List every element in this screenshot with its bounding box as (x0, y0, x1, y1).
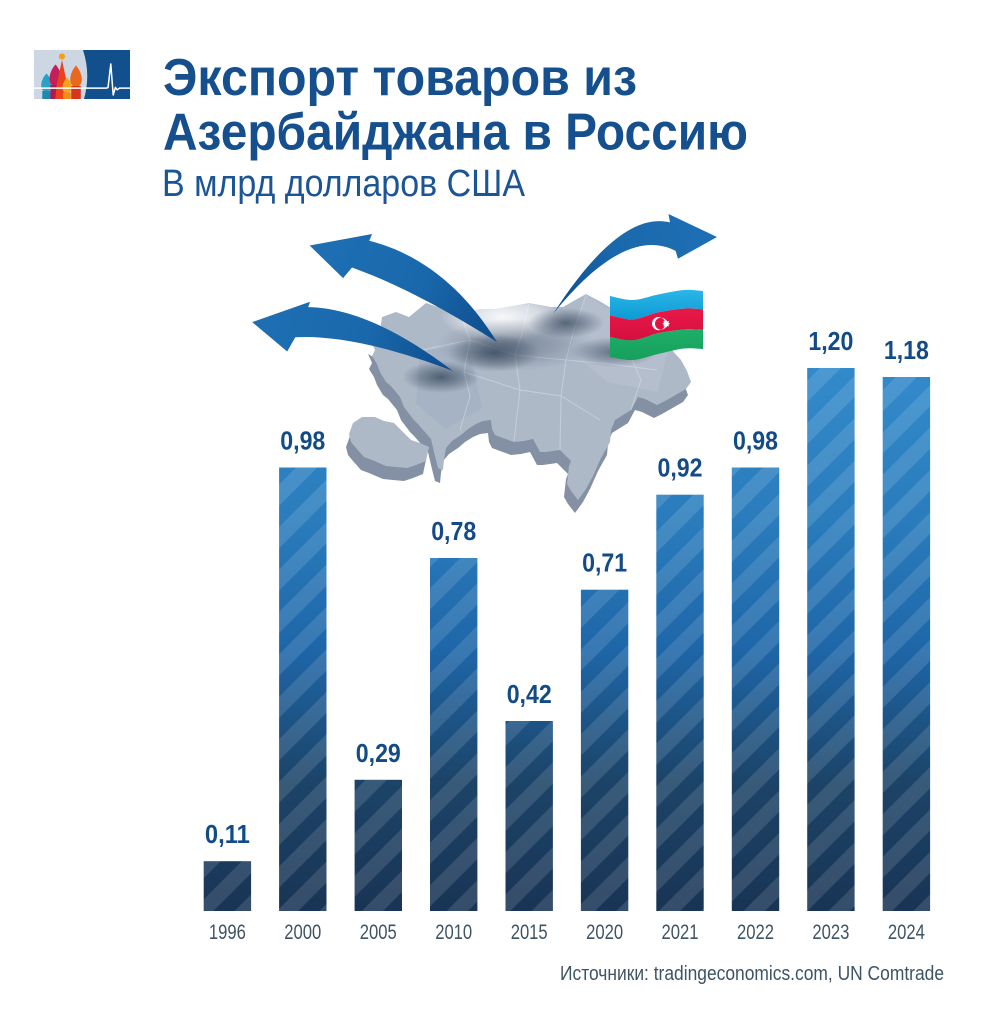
svg-text:2023: 2023 (812, 920, 849, 944)
svg-text:0,78: 0,78 (431, 516, 476, 546)
svg-text:Экспорт товаров из: Экспорт товаров из (163, 49, 637, 107)
svg-text:2022: 2022 (737, 920, 774, 944)
svg-text:2024: 2024 (888, 920, 925, 944)
svg-text:Азербайджана в Россию: Азербайджана в Россию (163, 104, 748, 162)
svg-text:1,18: 1,18 (884, 335, 929, 365)
svg-text:0,29: 0,29 (356, 738, 401, 768)
svg-text:1996: 1996 (209, 920, 246, 944)
svg-text:1,20: 1,20 (808, 326, 853, 356)
svg-text:2021: 2021 (662, 920, 699, 944)
svg-text:2000: 2000 (284, 920, 321, 944)
svg-text:2015: 2015 (511, 920, 548, 944)
svg-text:Источники: tradingeconomics.co: Источники: tradingeconomics.com, UN Comt… (560, 963, 944, 985)
svg-text:0,11: 0,11 (205, 819, 250, 849)
svg-text:0,42: 0,42 (507, 679, 552, 709)
svg-text:0,92: 0,92 (658, 453, 703, 483)
svg-text:0,98: 0,98 (733, 426, 778, 456)
svg-text:0,98: 0,98 (280, 426, 325, 456)
svg-text:2005: 2005 (360, 920, 397, 944)
svg-text:0,71: 0,71 (582, 548, 627, 578)
svg-text:В млрд долларов США: В млрд долларов США (162, 163, 526, 205)
svg-text:2010: 2010 (435, 920, 472, 944)
svg-text:2020: 2020 (586, 920, 623, 944)
